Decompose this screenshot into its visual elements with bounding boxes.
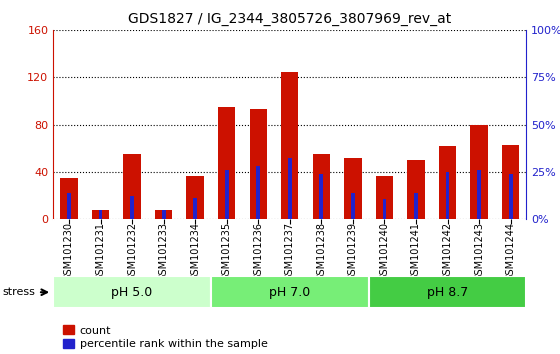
- Title: GDS1827 / IG_2344_3805726_3807969_rev_at: GDS1827 / IG_2344_3805726_3807969_rev_at: [128, 12, 451, 26]
- Text: GSM101230: GSM101230: [64, 222, 74, 281]
- Bar: [288, 158, 292, 219]
- Bar: [250, 109, 267, 219]
- Bar: [439, 146, 456, 219]
- Text: GSM101240: GSM101240: [380, 222, 389, 281]
- Text: GSM101234: GSM101234: [190, 222, 200, 281]
- Legend: count, percentile rank within the sample: count, percentile rank within the sample: [59, 321, 272, 354]
- Bar: [225, 170, 228, 219]
- Text: GSM101243: GSM101243: [474, 222, 484, 281]
- Bar: [92, 210, 109, 219]
- Bar: [368, 276, 526, 308]
- Bar: [281, 72, 298, 219]
- Bar: [382, 199, 386, 219]
- Text: stress: stress: [3, 287, 36, 297]
- Bar: [162, 210, 166, 219]
- Bar: [193, 198, 197, 219]
- Bar: [123, 154, 141, 219]
- Text: GSM101241: GSM101241: [411, 222, 421, 281]
- Bar: [53, 276, 211, 308]
- Bar: [211, 276, 368, 308]
- Bar: [477, 170, 481, 219]
- Bar: [376, 176, 393, 219]
- Bar: [312, 154, 330, 219]
- Text: pH 5.0: pH 5.0: [111, 286, 153, 298]
- Text: GSM101242: GSM101242: [442, 222, 452, 281]
- Text: GSM101235: GSM101235: [222, 222, 232, 281]
- Bar: [130, 196, 134, 219]
- Bar: [319, 175, 323, 219]
- Bar: [256, 166, 260, 219]
- Bar: [218, 107, 235, 219]
- Text: GSM101238: GSM101238: [316, 222, 326, 281]
- Text: GSM101239: GSM101239: [348, 222, 358, 281]
- Text: GSM101236: GSM101236: [253, 222, 263, 281]
- Text: GSM101237: GSM101237: [285, 222, 295, 281]
- Bar: [186, 176, 204, 219]
- Bar: [446, 172, 450, 219]
- Bar: [351, 193, 355, 219]
- Bar: [502, 145, 519, 219]
- Bar: [60, 178, 78, 219]
- Text: GSM101231: GSM101231: [96, 222, 105, 281]
- Text: pH 7.0: pH 7.0: [269, 286, 310, 298]
- Text: pH 8.7: pH 8.7: [427, 286, 468, 298]
- Bar: [407, 160, 424, 219]
- Bar: [99, 210, 102, 219]
- Text: GSM101244: GSM101244: [506, 222, 516, 281]
- Bar: [414, 193, 418, 219]
- Bar: [155, 210, 172, 219]
- Bar: [470, 125, 488, 219]
- Bar: [67, 193, 71, 219]
- Text: GSM101232: GSM101232: [127, 222, 137, 281]
- Text: GSM101233: GSM101233: [158, 222, 169, 281]
- Bar: [344, 158, 362, 219]
- Bar: [508, 175, 512, 219]
